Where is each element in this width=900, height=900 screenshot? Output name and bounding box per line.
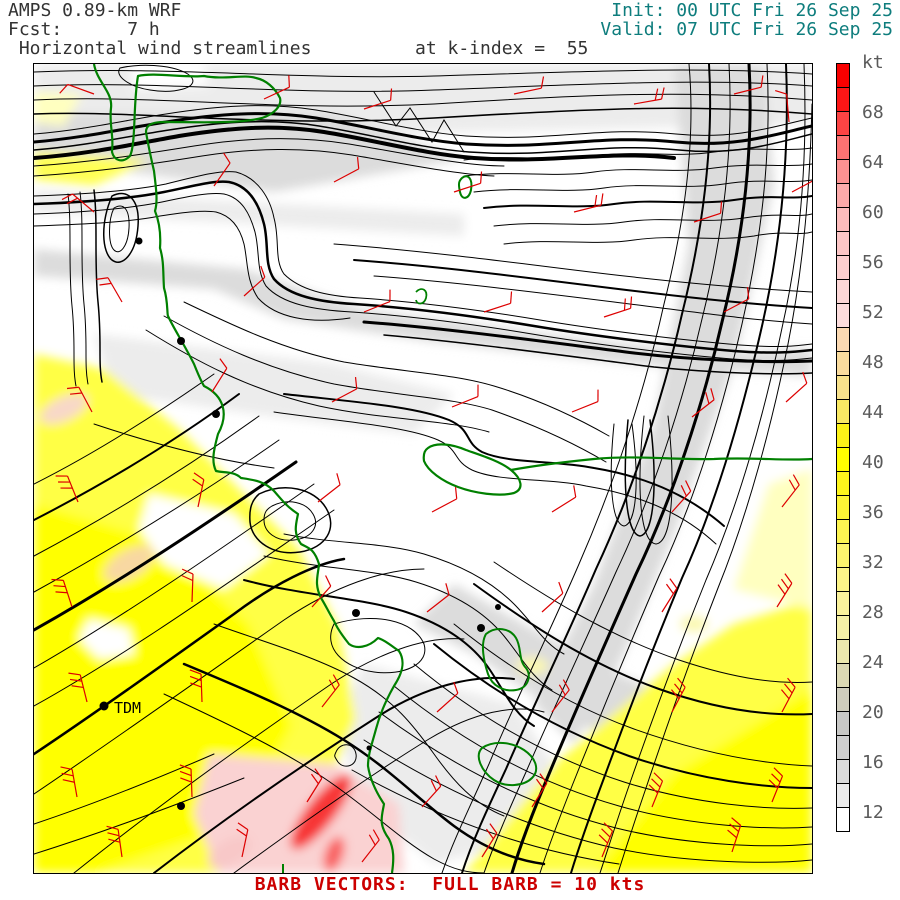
level-label: at k-index = 55	[415, 38, 589, 59]
colorbar-cell	[836, 543, 850, 568]
colorbar-cell	[836, 327, 850, 352]
colorbar-tick-label: 16	[862, 752, 884, 773]
colorbar-cell	[836, 255, 850, 280]
colorbar-tick-label: 36	[862, 502, 884, 523]
colorbar-cell	[836, 639, 850, 664]
colorbar-cell	[836, 279, 850, 304]
colorbar-cell	[836, 351, 850, 376]
colorbar: 68 64 60 56 52 48 44 40 36 32 28 24 20 16 12	[836, 63, 884, 832]
colorbar-tick-label: 24	[862, 652, 884, 673]
colorbar-tick-label: 28	[862, 602, 884, 623]
station-markers-layer: TDM	[99, 237, 501, 810]
map-area: TDM	[33, 63, 813, 874]
colorbar-cell	[836, 519, 850, 544]
model-title: AMPS 0.89-km WRF	[8, 0, 182, 21]
wind-barbs-layer	[51, 75, 812, 863]
init-time: Init: 00 UTC Fri 26 Sep 25	[611, 0, 893, 21]
streamlines-layer	[34, 64, 812, 873]
colorbar-tick-label: 48	[862, 352, 884, 373]
colorbar-cell	[836, 303, 850, 328]
colorbar-tick-label: 20	[862, 702, 884, 723]
colorbar-tick-label: 12	[862, 802, 884, 823]
colorbar-cell	[836, 591, 850, 616]
colorbar-unit: kt	[862, 52, 884, 73]
colorbar-tick-label: 52	[862, 302, 884, 323]
colorbar-tick-label: 44	[862, 402, 884, 423]
colorbar-tick-label: 40	[862, 452, 884, 473]
colorbar-cell	[836, 399, 850, 424]
colorbar-cell	[836, 183, 850, 208]
colorbar-cell	[836, 231, 850, 256]
colorbar-cell	[836, 135, 850, 160]
colorbar-cell	[836, 447, 850, 472]
colorbar-cell	[836, 567, 850, 592]
colorbar-cell	[836, 807, 850, 832]
colorbar-cell	[836, 63, 850, 88]
colorbar-cell	[836, 495, 850, 520]
colorbar-cell	[836, 111, 850, 136]
colorbar-tick-label: 68	[862, 102, 884, 123]
colorbar-cell	[836, 663, 850, 688]
field-title: Horizontal wind streamlines	[8, 38, 312, 59]
colorbar-cell	[836, 87, 850, 112]
colorbar-cell	[836, 687, 850, 712]
colorbar-cell	[836, 471, 850, 496]
colorbar-tick-label: 60	[862, 202, 884, 223]
colorbar-cell	[836, 375, 850, 400]
streamline-map-canvas: TDM	[34, 64, 812, 873]
colorbar-cell	[836, 423, 850, 448]
colorbar-cell	[836, 711, 850, 736]
colorbar-tick-label: 32	[862, 552, 884, 573]
colorbar-tick-label: 56	[862, 252, 884, 273]
colorbar-tick-label: 64	[862, 152, 884, 173]
colorbar-cell	[836, 783, 850, 808]
colorbar-cell	[836, 759, 850, 784]
colorbar-cell	[836, 207, 850, 232]
station-label-tdm: TDM	[114, 699, 141, 717]
shading-layer	[34, 64, 812, 873]
forecast-hour: Fcst: 7 h	[8, 19, 160, 40]
valid-time: Valid: 07 UTC Fri 26 Sep 25	[600, 19, 893, 40]
colorbar-cell	[836, 159, 850, 184]
colorbar-cell	[836, 615, 850, 640]
colorbar-cell	[836, 735, 850, 760]
coastline-layer	[92, 64, 812, 873]
barb-legend-caption: BARB VECTORS: FULL BARB = 10 kts	[254, 874, 646, 895]
